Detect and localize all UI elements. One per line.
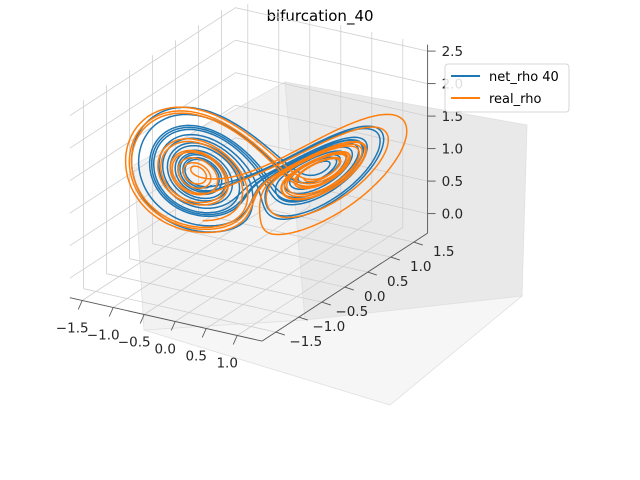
y-tick-mark-0 [275, 331, 285, 336]
grid-wall-z-right-2 [235, 104, 428, 149]
grid-floor-y-5 [198, 213, 391, 258]
x-tick-label-3: 0.0 [154, 342, 175, 358]
grid-wall-z-right-4 [235, 39, 428, 84]
y-tick-label-4: 0.5 [387, 274, 408, 290]
y-tick-label-6: 1.5 [433, 244, 454, 260]
grid-wall-z-left-4 [69, 39, 236, 149]
x-tick-label-0: −1.5 [56, 321, 89, 337]
x-tick-mark-5 [232, 335, 238, 345]
chart-title: bifurcation_40 [266, 7, 373, 26]
x-tick-mark-4 [201, 328, 207, 338]
y-tick-mark-1 [298, 316, 308, 321]
series-line-net-rho [130, 106, 385, 233]
legend: net_rho 40 real_rho [444, 63, 570, 113]
z-tick-label-1: 0.5 [442, 174, 463, 190]
y-tick-label-2: −0.5 [335, 304, 368, 320]
grid-wall-z-left-5 [69, 7, 236, 117]
grid-floor-y-6 [221, 198, 414, 243]
grid-wall-z-left-0 [69, 169, 236, 279]
y-tick-mark-2 [321, 301, 331, 306]
y-tick-label-3: 0.0 [364, 289, 385, 305]
series-line-real-rho [124, 106, 408, 236]
grid-wall-z-right-3 [235, 72, 428, 117]
y-tick-label-1: −1.0 [312, 319, 345, 335]
x-tick-mark-1 [108, 307, 114, 317]
grid-floor-y-2 [129, 258, 322, 303]
grid-floor-y-3 [152, 243, 345, 288]
grid-wall-z-right-5 [235, 7, 428, 52]
grid-floor-y-4 [175, 228, 368, 273]
x-tick-mark-0 [77, 300, 83, 310]
x-tick-label-1: −1.0 [87, 328, 120, 344]
series-traces [124, 106, 408, 236]
x-tick-label-2: −0.5 [118, 335, 151, 351]
z-tick-label-2: 1.0 [442, 142, 463, 158]
z-tick-label-3: 1.5 [442, 109, 463, 125]
y-tick-mark-4 [367, 271, 377, 276]
grid-floor-y-1 [106, 273, 299, 318]
y-tick-label-0: −1.5 [289, 334, 322, 350]
z-tick-label-0: 0.0 [442, 207, 463, 223]
y-tick-mark-3 [344, 286, 354, 291]
y-tick-mark-6 [413, 241, 423, 246]
y-tick-mark-5 [390, 256, 400, 261]
legend-label-real-rho: real_rho [489, 92, 541, 107]
grid-floor-y-0 [83, 288, 276, 333]
x-tick-mark-3 [170, 321, 176, 331]
x-tick-label-4: 0.5 [185, 349, 206, 365]
x-axis-line [69, 297, 263, 342]
legend-label-net-rho: net_rho 40 [489, 70, 559, 85]
x-tick-mark-2 [139, 314, 145, 324]
pane-floor [143, 295, 524, 406]
z-tick-label-5: 2.5 [442, 44, 463, 60]
y-tick-label-5: 1.0 [410, 259, 431, 275]
x-tick-label-5: 1.0 [216, 356, 237, 372]
